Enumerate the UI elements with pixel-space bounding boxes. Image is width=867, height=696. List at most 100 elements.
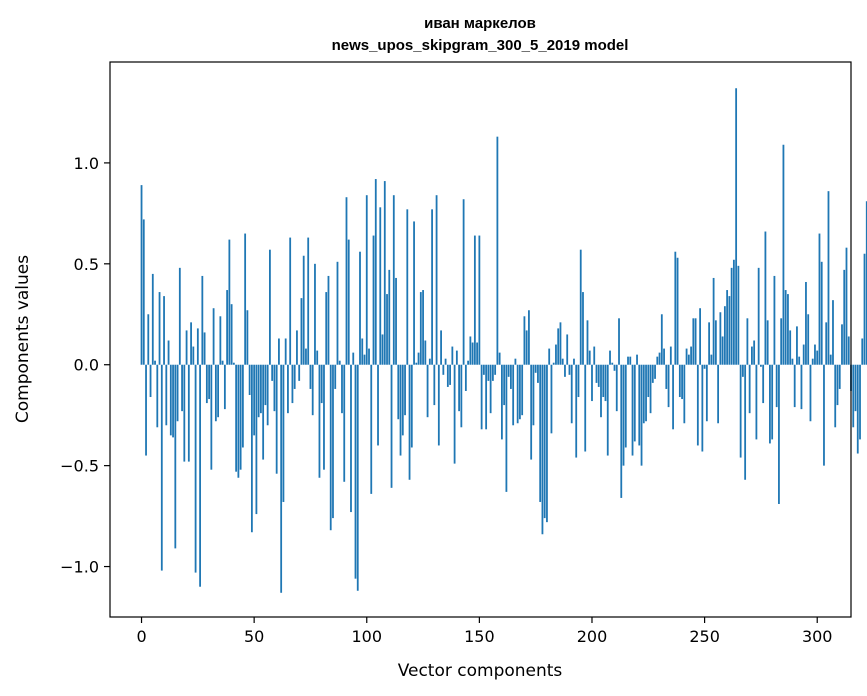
bar xyxy=(791,358,794,365)
bar xyxy=(530,364,533,460)
bar xyxy=(573,358,575,365)
bar xyxy=(514,358,517,365)
bar xyxy=(699,308,701,365)
bar xyxy=(228,239,231,365)
bar xyxy=(841,324,843,365)
bar xyxy=(521,364,524,416)
bar xyxy=(732,259,735,365)
bar xyxy=(618,318,620,365)
bar xyxy=(782,144,785,365)
bar xyxy=(298,364,301,381)
bar xyxy=(260,364,262,414)
bar xyxy=(287,364,289,414)
bar xyxy=(537,364,539,383)
bar xyxy=(300,298,303,365)
bar xyxy=(814,344,816,365)
bar xyxy=(401,364,404,436)
bar xyxy=(613,364,616,371)
bar xyxy=(600,364,602,418)
bar xyxy=(753,340,756,365)
bar xyxy=(356,364,359,591)
bar xyxy=(145,364,147,456)
bar xyxy=(627,356,629,365)
bar xyxy=(379,207,382,365)
bar xyxy=(487,364,490,381)
bar xyxy=(253,364,256,436)
bar xyxy=(440,330,442,365)
bar xyxy=(735,88,738,365)
x-tick-label: 100 xyxy=(351,627,382,646)
bar xyxy=(775,364,778,408)
bar xyxy=(257,364,260,418)
bar xyxy=(678,364,681,398)
bar xyxy=(370,364,373,494)
bar xyxy=(314,263,316,365)
bar xyxy=(176,364,179,422)
bar xyxy=(602,364,605,398)
bar xyxy=(739,364,742,458)
bar xyxy=(642,364,645,424)
bar xyxy=(843,269,846,365)
bar xyxy=(178,267,181,365)
bar xyxy=(223,364,226,410)
bar xyxy=(406,209,409,365)
bar xyxy=(332,364,334,519)
bar xyxy=(669,346,672,365)
bar xyxy=(606,364,609,456)
bar xyxy=(469,336,472,365)
bar xyxy=(548,348,551,365)
bar xyxy=(818,233,821,365)
bar xyxy=(663,348,665,365)
bar xyxy=(505,364,508,492)
bar xyxy=(525,330,528,365)
bar xyxy=(721,336,724,365)
bar xyxy=(226,290,229,365)
bar xyxy=(501,364,503,440)
bar xyxy=(827,191,830,365)
bar xyxy=(167,340,170,365)
bar xyxy=(449,364,451,385)
bar xyxy=(392,195,395,365)
bar xyxy=(703,364,706,369)
bar xyxy=(156,364,159,428)
bar xyxy=(446,364,449,387)
bar xyxy=(683,364,686,424)
bar xyxy=(361,338,364,365)
bar xyxy=(719,312,722,365)
bar xyxy=(825,322,828,365)
y-tick-label: −0.5 xyxy=(60,457,99,476)
bar xyxy=(221,360,224,365)
bar xyxy=(230,304,233,365)
bar xyxy=(485,364,488,430)
bar xyxy=(383,181,386,365)
bar xyxy=(363,354,366,365)
bar xyxy=(415,362,418,365)
bar xyxy=(751,346,753,365)
bar xyxy=(377,364,379,446)
bar xyxy=(656,356,659,365)
bar xyxy=(717,364,720,424)
bar xyxy=(462,199,465,365)
bar xyxy=(149,364,152,398)
bar xyxy=(681,364,683,400)
bar xyxy=(838,364,841,389)
y-tick-label: 1.0 xyxy=(74,154,99,173)
bar xyxy=(762,364,765,404)
bar xyxy=(793,364,796,408)
bar xyxy=(291,364,294,404)
bar xyxy=(374,179,377,365)
bar xyxy=(692,318,695,365)
bar xyxy=(856,364,859,454)
bar xyxy=(451,346,454,365)
bar xyxy=(802,344,805,365)
bar xyxy=(741,364,744,377)
bar xyxy=(829,354,832,365)
bar xyxy=(336,261,339,365)
bar xyxy=(778,364,780,504)
bar xyxy=(208,364,210,400)
bar xyxy=(532,364,535,426)
bar xyxy=(591,364,593,402)
bar xyxy=(203,332,206,365)
bar xyxy=(552,362,555,365)
bar xyxy=(410,364,413,448)
